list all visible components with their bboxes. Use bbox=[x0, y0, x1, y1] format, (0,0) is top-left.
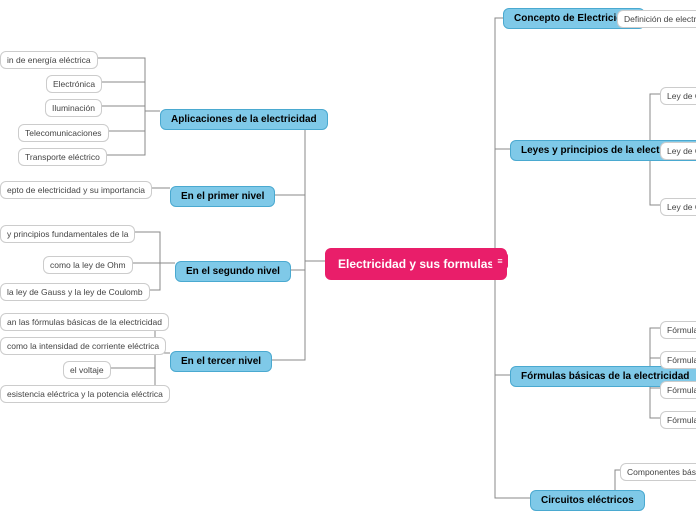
node-primer[interactable]: En el primer nivel bbox=[170, 186, 275, 207]
leaf-def-elec: Definición de electricidad bbox=[617, 10, 696, 28]
leaf-f2: Fórmula del vol bbox=[660, 351, 696, 369]
leaf-ohm: Ley de Ohm bbox=[660, 87, 696, 105]
menu-icon[interactable]: ≡ bbox=[492, 253, 508, 269]
node-aplic[interactable]: Aplicaciones de la electricidad bbox=[160, 109, 328, 130]
leaf-s1: y principios fundamentales de la bbox=[0, 225, 135, 243]
leaf-a2: Electrónica bbox=[46, 75, 102, 93]
node-circuitos[interactable]: Circuitos eléctricos bbox=[530, 490, 645, 511]
leaf-circ: Componentes básicos de un circuito e bbox=[620, 463, 696, 481]
node-segundo[interactable]: En el segundo nivel bbox=[175, 261, 291, 282]
leaf-a5: Transporte eléctrico bbox=[18, 148, 107, 166]
leaf-gauss: Ley de Gauss bbox=[660, 142, 696, 160]
leaf-s3: la ley de Gauss y la ley de Coulomb bbox=[0, 283, 150, 301]
leaf-f4: Fórmula de la p bbox=[660, 411, 696, 429]
leaf-t4: esistencia eléctrica y la potencia eléct… bbox=[0, 385, 170, 403]
leaf-a1: in de energía eléctrica bbox=[0, 51, 98, 69]
root-label: Electricidad y sus formulas bbox=[338, 257, 494, 271]
leaf-t2: como la intensidad de corriente eléctric… bbox=[0, 337, 166, 355]
leaf-p1: epto de electricidad y su importancia bbox=[0, 181, 152, 199]
leaf-a4: Telecomunicaciones bbox=[18, 124, 109, 142]
leaf-s2: como la ley de Ohm bbox=[43, 256, 133, 274]
root-node[interactable]: Electricidad y sus formulas bbox=[325, 248, 507, 280]
node-tercer[interactable]: En el tercer nivel bbox=[170, 351, 272, 372]
leaf-f3: Fórmula de la r bbox=[660, 381, 696, 399]
leaf-t3: el voltaje bbox=[63, 361, 111, 379]
leaf-coulomb: Ley de Coulom bbox=[660, 198, 696, 216]
leaf-f1: Fórmula de la i bbox=[660, 321, 696, 339]
leaf-a3: Iluminación bbox=[45, 99, 102, 117]
leaf-t1: an las fórmulas básicas de la electricid… bbox=[0, 313, 169, 331]
